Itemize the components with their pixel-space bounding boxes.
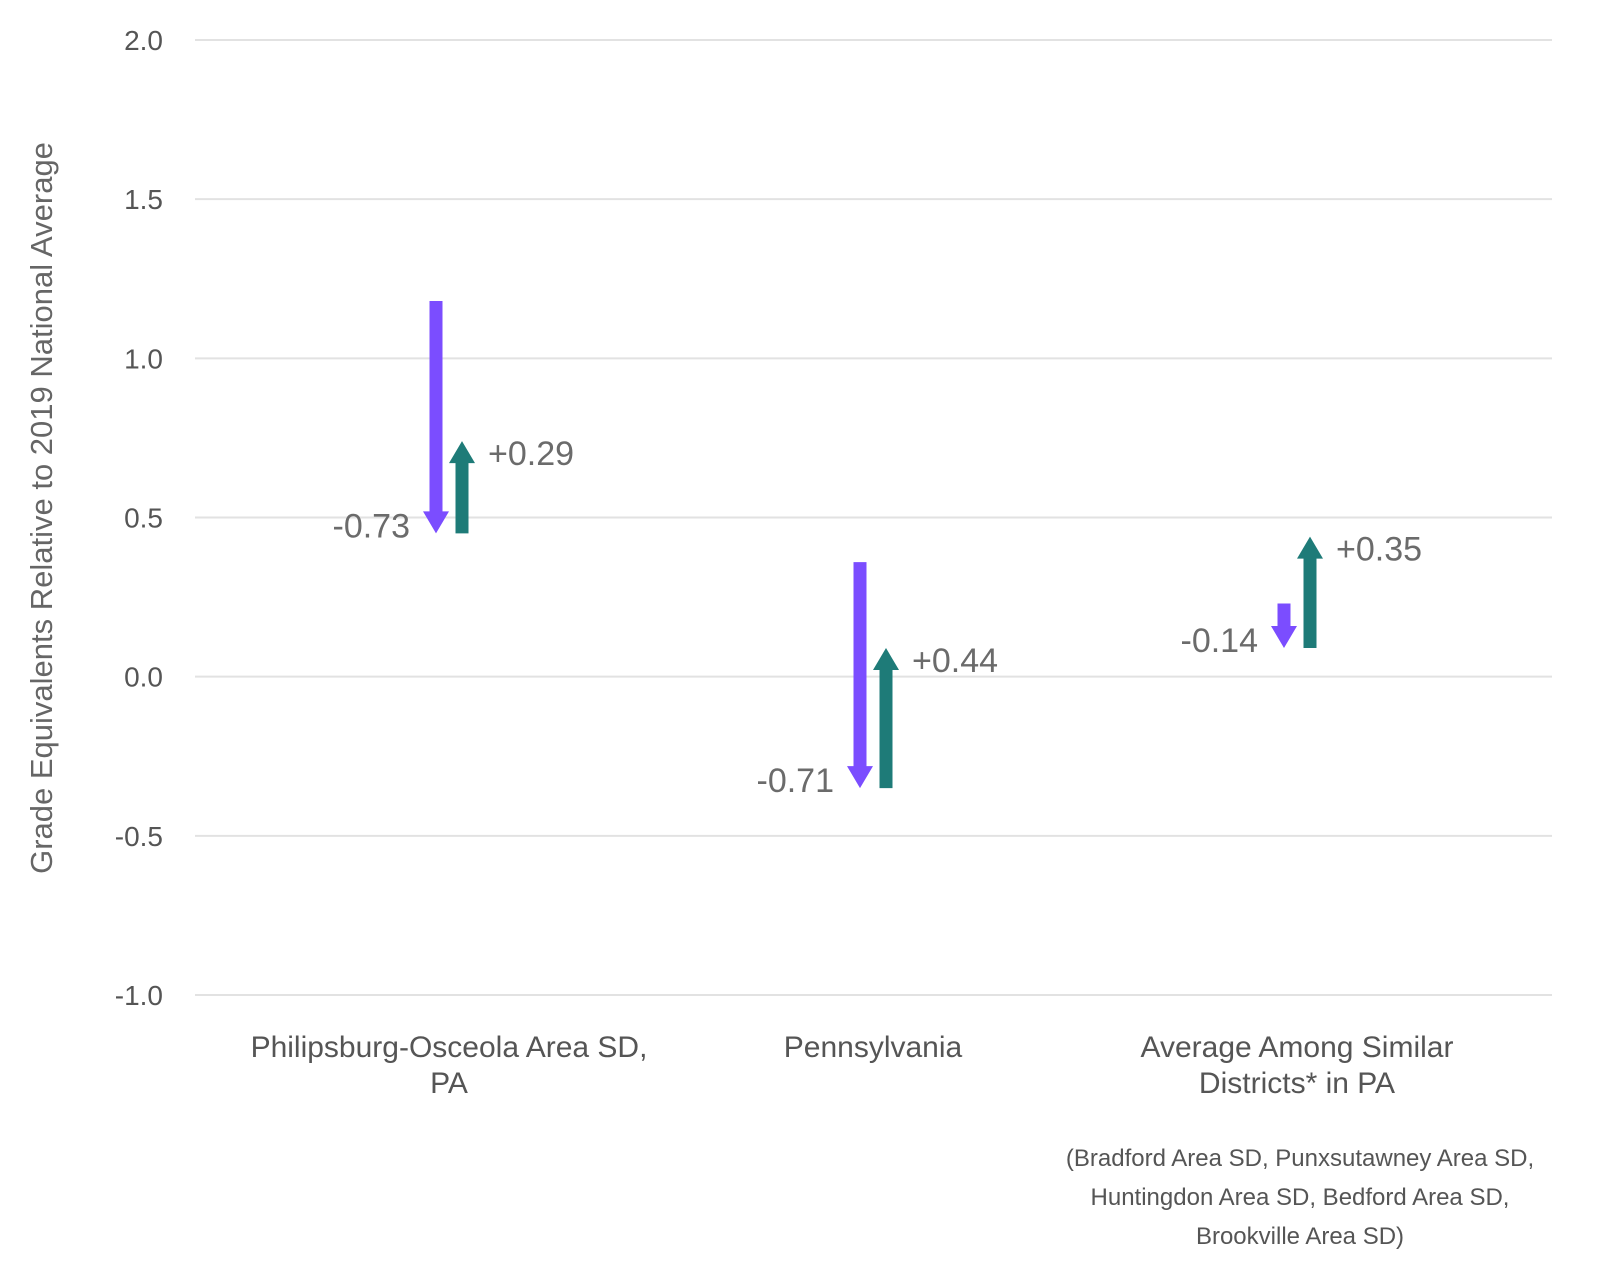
note-line: Huntingdon Area SD, Bedford Area SD, [1091, 1184, 1510, 1211]
decline-arrow [1271, 603, 1297, 649]
decline-label: -0.14 [1181, 622, 1259, 660]
gridlines [195, 39, 1552, 996]
category-labels: Philipsburg-Osceola Area SD,PA Pennsylvan… [251, 1031, 1454, 1100]
y-tick-label: 1.0 [124, 343, 163, 374]
recovery-arrow [1297, 536, 1323, 649]
similar-districts-note: (Bradford Area SD, Punxsutawney Area SD,… [1066, 1145, 1534, 1250]
decline-label: -0.73 [333, 507, 411, 545]
y-tick-label: 2.0 [124, 25, 163, 56]
category-label: Districts* in PA [1199, 1067, 1395, 1100]
category-label: Philipsburg-Osceola Area SD, [251, 1031, 648, 1064]
recovery-label: +0.35 [1336, 531, 1422, 569]
note-line: (Bradford Area SD, Punxsutawney Area SD, [1066, 1145, 1534, 1172]
recovery-arrow [873, 648, 899, 789]
y-tick-label: 1.5 [124, 184, 163, 215]
category-label: Average Among Similar [1141, 1031, 1454, 1064]
recovery-label: +0.44 [912, 642, 998, 680]
y-tick-label: -1.0 [115, 980, 163, 1011]
note-line: Brookville Area SD) [1196, 1223, 1404, 1250]
decline-arrow [847, 562, 873, 789]
decline-label: -0.71 [757, 762, 835, 800]
y-tick-label: 0.5 [124, 503, 163, 534]
y-axis-ticks: 2.0 1.5 1.0 0.5 0.0 -0.5 -1.0 [115, 25, 163, 1011]
recovery-arrow [449, 441, 475, 534]
y-axis-label: Grade Equivalents Relative to 2019 Natio… [24, 142, 59, 874]
arrows: -0.73 +0.29 -0.71 +0.44 -0.14 +0.35 [333, 301, 1422, 800]
y-tick-label: -0.5 [115, 821, 163, 852]
category-label: PA [430, 1067, 468, 1100]
y-tick-label: 0.0 [124, 662, 163, 693]
recovery-label: +0.29 [488, 435, 574, 473]
category-label: Pennsylvania [784, 1031, 963, 1064]
decline-arrow [423, 301, 449, 534]
